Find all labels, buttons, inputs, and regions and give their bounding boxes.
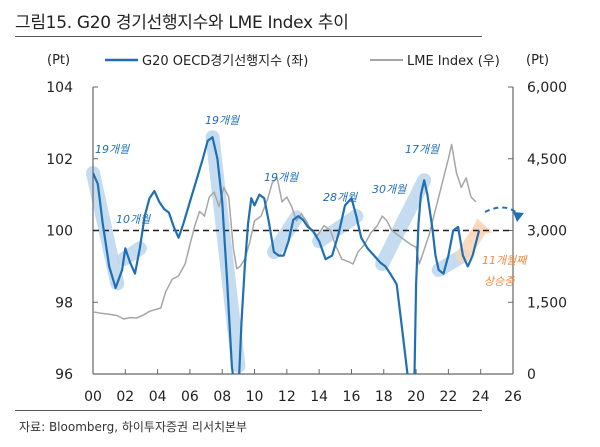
- series-line-lme: [93, 143, 477, 320]
- source-divider: [15, 410, 482, 411]
- x-tick-label: 08: [213, 389, 231, 405]
- chart-title: 그림15. G20 경기선행지수와 LME Index 추이: [15, 13, 349, 33]
- x-tick-label: 20: [407, 389, 425, 405]
- right-tick-label: 0: [527, 367, 536, 383]
- x-tick-label: 22: [439, 389, 457, 405]
- x-tick-label: 10: [246, 389, 264, 405]
- title-divider: [15, 36, 482, 37]
- left-tick-label: 102: [46, 152, 73, 168]
- series-group: [93, 136, 481, 374]
- highlight-band-0: [86, 166, 125, 291]
- highlight-band-4: [312, 209, 364, 249]
- forecast-arrow-head: [513, 212, 524, 222]
- left-tick-label: 100: [46, 224, 73, 240]
- x-tick-label: 26: [504, 389, 522, 405]
- x-tick-label: 02: [116, 389, 134, 405]
- annotation-label: 30개월: [372, 183, 407, 196]
- x-tick-label: 16: [343, 389, 361, 405]
- x-tick-label: 04: [149, 389, 167, 405]
- legend-label-oecd: G20 OECD경기선행지수 (좌): [142, 53, 308, 69]
- annotation-label: 19개월: [264, 171, 299, 184]
- right-tick-label: 4,500: [527, 152, 567, 168]
- right-tick-label: 6,000: [527, 80, 567, 96]
- left-tick-label: 104: [46, 80, 73, 96]
- series-line-oecd: [93, 136, 481, 374]
- highlight-band-5: [375, 173, 432, 271]
- highlight-band-1: [116, 241, 147, 267]
- annotation-label: 10개월: [116, 213, 151, 226]
- highlight-arrowhead: [469, 218, 494, 237]
- annotation-label: 17개월: [405, 143, 440, 156]
- left-tick-label: 98: [55, 295, 73, 311]
- right-tick-label: 1,500: [527, 295, 567, 311]
- forecast-arrow: [484, 206, 524, 222]
- source-note: 자료: Bloomberg, 하이투자증권 리서치본부: [19, 420, 248, 434]
- annotation-label: 11개월째: [482, 254, 528, 267]
- annotation-label: 19개월: [205, 114, 240, 127]
- annotation-label: 28개월: [323, 191, 358, 204]
- x-tick-label: 12: [278, 389, 296, 405]
- x-tick-label: 24: [472, 389, 490, 405]
- annotation-label: 19개월: [95, 143, 130, 156]
- x-tick-label: 00: [84, 389, 102, 405]
- x-tick-label: 18: [375, 389, 393, 405]
- axes: 96 98 100 102 104 0 1,500 3,000 4,500 6,000 00 02 04…: [46, 80, 567, 405]
- left-unit-label: (Pt): [47, 53, 70, 68]
- legend-label-lme: LME Index (우): [407, 54, 500, 69]
- left-tick-label: 96: [55, 367, 73, 383]
- annotation-label: 상승중: [484, 275, 515, 288]
- forecast-arrow-path: [484, 206, 519, 215]
- x-tick-label: 14: [310, 389, 328, 405]
- x-tick-label: 06: [181, 389, 199, 405]
- right-unit-label: (Pt): [526, 53, 549, 68]
- right-tick-label: 3,000: [527, 224, 567, 240]
